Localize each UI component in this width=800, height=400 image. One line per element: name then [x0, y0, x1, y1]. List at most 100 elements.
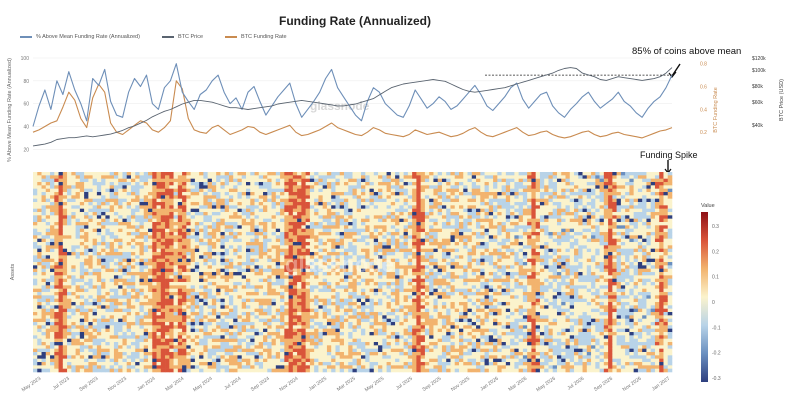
- heatmap-cell: [148, 345, 153, 349]
- heatmap-cell: [79, 222, 85, 226]
- heatmap-cell: [41, 335, 47, 339]
- heatmap-cell: [250, 248, 255, 253]
- heatmap-cell: [352, 342, 358, 346]
- heatmap-cell: [75, 305, 81, 309]
- heatmap-cell: [139, 202, 145, 206]
- heatmap-cell: [79, 312, 85, 316]
- heatmap-cell: [71, 305, 76, 309]
- heatmap-cell: [109, 325, 115, 329]
- heatmap-cell: [378, 328, 383, 333]
- heatmap-cell: [288, 188, 294, 193]
- heatmap-cell: [88, 248, 93, 253]
- heatmap-cell: [211, 322, 217, 326]
- heatmap-cell: [88, 228, 93, 233]
- heatmap-cell: [203, 302, 208, 306]
- heatmap-cell: [109, 318, 115, 323]
- heatmap-cell: [207, 288, 213, 293]
- heatmap-cell: [326, 282, 332, 286]
- heatmap-cell: [237, 188, 243, 193]
- heatmap-cell: [292, 225, 298, 229]
- heatmap-cell: [101, 188, 106, 193]
- heatmap-cell: [182, 262, 187, 266]
- heatmap-cell: [88, 278, 93, 283]
- heatmap-cell: [292, 232, 298, 236]
- heatmap-cell: [254, 292, 260, 296]
- heatmap-cell: [37, 318, 42, 323]
- heatmap-cell: [173, 338, 179, 343]
- heatmap-cell: [318, 192, 323, 196]
- heatmap-cell: [173, 248, 179, 253]
- heatmap-cell: [241, 282, 247, 286]
- heatmap-cell: [246, 215, 251, 219]
- heatmap-cell: [220, 252, 225, 256]
- heatmap-cell: [224, 212, 230, 216]
- heatmap-cell: [41, 315, 47, 319]
- heatmap-cell: [156, 235, 162, 239]
- heatmap-cell: [246, 178, 251, 183]
- heatmap-cell: [241, 235, 247, 239]
- heatmap-cell: [288, 368, 294, 373]
- heatmap-cell: [190, 352, 196, 356]
- heatmap-cell: [62, 342, 68, 346]
- heatmap-cell: [50, 305, 55, 309]
- heatmap-cell: [190, 282, 196, 286]
- heatmap-cell: [182, 352, 187, 356]
- heatmap-cell: [126, 282, 132, 286]
- heatmap-cell: [165, 195, 170, 199]
- heatmap-cell: [122, 228, 128, 233]
- heatmap-cell: [352, 195, 358, 199]
- heatmap-cell: [373, 275, 379, 279]
- heatmap-cell: [199, 328, 204, 333]
- heatmap-cell: [62, 175, 68, 179]
- heatmap-cell: [156, 212, 162, 216]
- heatmap-cell: [182, 302, 187, 306]
- heatmap-cell: [326, 172, 332, 176]
- heatmap-cell: [122, 335, 128, 339]
- heatmap-cell: [267, 348, 272, 353]
- heatmap-cell: [105, 238, 110, 243]
- heatmap-cell: [79, 185, 85, 189]
- heatmap-cell: [79, 195, 85, 199]
- heatmap-cell: [101, 182, 106, 186]
- heatmap-cell: [84, 352, 89, 356]
- heatmap-cell: [75, 252, 81, 256]
- heatmap-cell: [203, 192, 208, 196]
- heatmap-cell: [186, 282, 191, 286]
- heatmap-cell: [156, 268, 162, 273]
- heatmap-cell: [271, 262, 277, 266]
- heatmap-cell: [216, 265, 221, 269]
- heatmap-cell: [92, 278, 98, 283]
- heatmap-cell: [109, 288, 115, 293]
- heatmap-cell: [79, 355, 85, 359]
- heatmap-cell: [297, 242, 302, 246]
- heatmap-cell: [186, 318, 191, 323]
- heatmap-cell: [92, 252, 98, 256]
- heatmap-cell: [152, 218, 157, 223]
- heatmap-cell: [314, 288, 319, 293]
- heatmap-cell: [186, 175, 191, 179]
- heatmap-cell: [113, 268, 119, 273]
- heatmap-cell: [139, 312, 145, 316]
- heatmap-cell: [54, 228, 59, 233]
- heatmap-cell: [130, 192, 136, 196]
- heatmap-cell: [58, 305, 64, 309]
- heatmap-cell: [45, 185, 51, 189]
- heatmap-cell: [275, 202, 281, 206]
- heatmap-cell: [382, 195, 387, 199]
- heatmap-cell: [220, 188, 225, 193]
- heatmap-cell: [369, 282, 375, 286]
- heatmap-cell: [314, 208, 319, 213]
- heatmap-cell: [148, 312, 153, 316]
- heatmap-cell: [165, 172, 170, 176]
- heatmap-cell: [122, 252, 128, 256]
- heatmap-cell: [237, 215, 243, 219]
- heatmap-cell: [109, 185, 115, 189]
- heatmap-cell: [322, 215, 328, 219]
- heatmap-cell: [33, 228, 38, 233]
- heatmap-cell: [130, 182, 136, 186]
- heatmap-cell: [271, 302, 277, 306]
- heatmap-cell: [246, 325, 251, 329]
- heatmap-cell: [37, 348, 42, 353]
- heatmap-cell: [343, 278, 349, 283]
- heatmap-cell: [369, 182, 375, 186]
